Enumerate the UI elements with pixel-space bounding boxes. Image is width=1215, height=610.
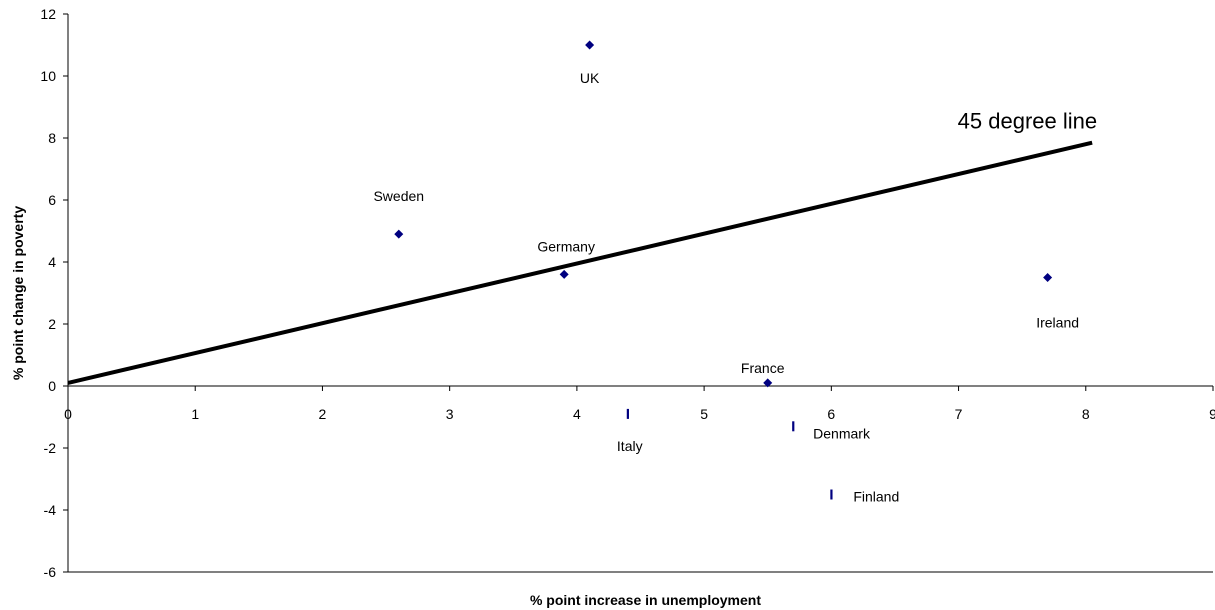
x-tick-label: 0	[64, 406, 72, 422]
x-tick-label: 8	[1082, 406, 1090, 422]
point-label: Denmark	[813, 425, 871, 441]
x-tick-label: 7	[955, 406, 963, 422]
x-axis-title: % point increase in unemployment	[530, 592, 761, 608]
data-point	[830, 489, 833, 500]
y-tick-label: 8	[48, 130, 56, 146]
point-label: Ireland	[1036, 315, 1079, 331]
point-label: Sweden	[373, 188, 424, 204]
y-tick-label: -4	[44, 502, 57, 518]
x-tick-label: 4	[573, 406, 581, 422]
y-tick-label: 0	[48, 378, 56, 394]
y-tick-label: -6	[44, 564, 57, 580]
point-label: Italy	[617, 438, 643, 454]
data-point	[559, 269, 569, 279]
x-tick-label: 6	[827, 406, 835, 422]
y-tick-label: 2	[48, 316, 56, 332]
reference-line-label: 45 degree line	[958, 109, 1097, 134]
point-label: Germany	[537, 238, 595, 254]
reference-line	[67, 140, 1093, 385]
point-label: UK	[580, 70, 600, 86]
x-tick-label: 2	[319, 406, 327, 422]
y-tick-label: 12	[40, 6, 56, 22]
data-point	[1043, 273, 1053, 282]
y-tick-label: 6	[48, 192, 56, 208]
y-axis-title: % point change in poverty	[10, 206, 26, 380]
data-point	[792, 421, 795, 432]
data-point	[626, 408, 629, 419]
point-labels: UK Sweden Germany Ireland France Italy Denmark…	[373, 70, 1079, 505]
x-tick-label: 3	[446, 406, 454, 422]
reference-line-group: 45 degree line	[67, 109, 1097, 385]
y-tick-label: 4	[48, 254, 56, 270]
x-tick-label: 9	[1209, 406, 1215, 422]
data-point	[394, 229, 404, 239]
x-tick-label: 5	[700, 406, 708, 422]
y-tick-label: 10	[40, 68, 56, 84]
data-point	[585, 40, 595, 50]
x-tick-label: 1	[191, 406, 199, 422]
point-label: Finland	[853, 489, 899, 505]
data-points	[394, 40, 1053, 500]
axes	[63, 13, 1214, 573]
data-point	[763, 378, 773, 388]
y-tick-label: -2	[44, 440, 57, 456]
point-label: France	[741, 360, 785, 376]
